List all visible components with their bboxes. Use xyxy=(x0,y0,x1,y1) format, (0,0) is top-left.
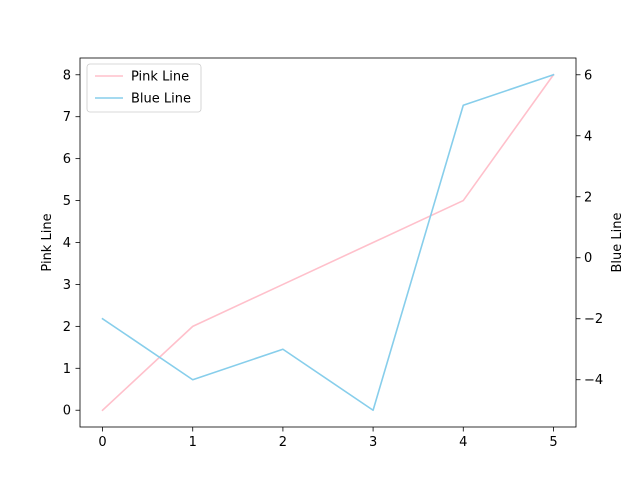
axes: 0 1 2 3 4 5 0 1 2 3 4 5 6 7 8 −4 −2 0 2 4 6 Pink Line Blue Lin… xyxy=(40,57,625,450)
y-left-axis-title: Pink Line xyxy=(40,213,55,271)
y-left-tick-label-2: 2 xyxy=(63,320,71,335)
x-tick-label-1: 1 xyxy=(189,435,197,450)
y-right-tick-label-2: 0 xyxy=(584,251,592,266)
legend-label-1: Blue Line xyxy=(131,92,191,107)
y-right-tick-label-3: 2 xyxy=(584,190,592,205)
x-tick-label-5: 5 xyxy=(549,435,557,450)
x-tick-label-0: 0 xyxy=(98,435,106,450)
y-right-tick-label-4: 4 xyxy=(584,129,592,144)
y-right-tick-label-0: −4 xyxy=(584,373,603,388)
y-left-tick-label-5: 5 xyxy=(63,194,71,209)
plot-area xyxy=(101,73,555,412)
x-tick-label-3: 3 xyxy=(369,435,377,450)
y-left-tick-label-1: 1 xyxy=(63,362,71,377)
y-right-tick-label-5: 6 xyxy=(584,68,592,83)
y-right-axis-title: Blue Line xyxy=(610,213,625,273)
series-line-0 xyxy=(101,73,555,412)
y-left-tick-label-6: 6 xyxy=(63,152,71,167)
y-left-tick-label-7: 7 xyxy=(63,110,71,125)
legend: Pink Line Blue Line xyxy=(86,63,202,113)
y-left-tick-label-3: 3 xyxy=(63,278,71,293)
legend-label-0: Pink Line xyxy=(131,70,189,85)
series-line-1 xyxy=(101,73,555,412)
y-left-tick-label-8: 8 xyxy=(63,68,71,83)
x-tick-label-4: 4 xyxy=(459,435,467,450)
x-tick-label-2: 2 xyxy=(279,435,287,450)
y-left-tick-label-0: 0 xyxy=(63,404,71,419)
y-right-tick-label-1: −2 xyxy=(584,312,603,327)
y-left-tick-label-4: 4 xyxy=(63,236,71,251)
